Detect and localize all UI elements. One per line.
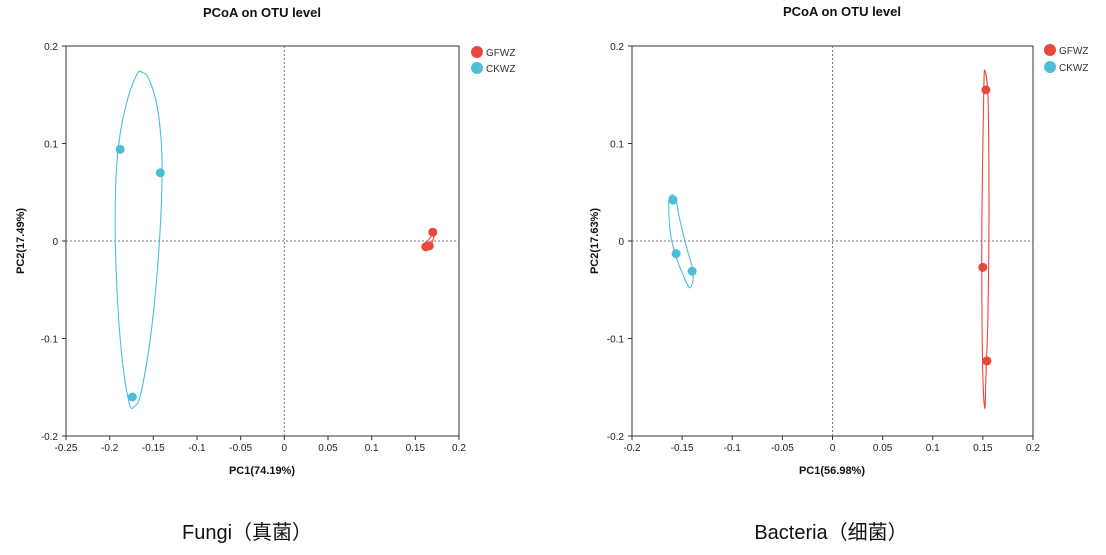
legend-label: GFWZ [486, 48, 515, 59]
data-point-ckwz [668, 195, 678, 205]
y-tick-label: 0.2 [610, 42, 624, 53]
y-tick-label: 0 [52, 237, 58, 248]
data-point-gfwz [428, 227, 438, 237]
y-tick-label: -0.1 [607, 335, 625, 346]
data-point-ckwz [155, 168, 165, 178]
x-tick-label: 0.2 [1026, 443, 1040, 454]
x-tick-label: 0 [282, 443, 288, 454]
panel-fungi: PCoA on OTU level-0.25 -0.2 -0.15 -0.1 -0.05… [15, 5, 515, 544]
x-tick-label: 0.15 [973, 443, 993, 454]
x-tick-label: 0.15 [406, 443, 426, 454]
x-tick-label: 0.1 [926, 443, 940, 454]
x-tick-label: 0.05 [318, 443, 338, 454]
x-tick-label: -0.2 [101, 443, 119, 454]
x-tick-label: 0.05 [873, 443, 893, 454]
chart-title: PCoA on OTU level [783, 4, 901, 19]
x-tick-label: -0.2 [623, 443, 641, 454]
chart-title: PCoA on OTU level [203, 5, 321, 20]
data-point-gfwz [982, 356, 992, 366]
figure-caption: Bacteria（细菌） [754, 521, 907, 544]
legend-marker-gfwz [471, 46, 483, 58]
x-tick-label: 0 [830, 443, 836, 454]
y-tick-label: 0.2 [44, 42, 58, 53]
confidence-ellipse-gfwz [981, 69, 990, 410]
x-axis-label: PC1(74.19%) [229, 465, 295, 477]
legend-marker-ckwz [1044, 61, 1056, 73]
x-tick-label: -0.1 [188, 443, 206, 454]
x-axis-label: PC1(56.98%) [799, 465, 865, 477]
data-point-ckwz [687, 266, 697, 276]
data-point-gfwz [424, 241, 434, 251]
confidence-ellipse-ckwz [668, 194, 694, 289]
x-tick-label: -0.15 [142, 443, 165, 454]
panel-bacteria: PCoA on OTU level -0.2 -0.15 -0.1 -0.05 0 0.05… [589, 4, 1088, 544]
legend-label: CKWZ [1059, 63, 1088, 74]
x-tick-label: -0.05 [771, 443, 794, 454]
legend-marker-ckwz [471, 62, 483, 74]
x-tick-label: -0.05 [229, 443, 252, 454]
y-tick-label: -0.1 [41, 335, 59, 346]
legend-label: CKWZ [486, 64, 515, 75]
legend-label: GFWZ [1059, 46, 1088, 57]
data-point-ckwz [671, 249, 681, 259]
x-tick-label: 0.1 [365, 443, 379, 454]
x-tick-label: -0.1 [724, 443, 742, 454]
data-point-gfwz [981, 85, 991, 95]
confidence-ellipse-ckwz [114, 70, 163, 410]
data-point-ckwz [115, 144, 125, 154]
y-tick-label: -0.2 [607, 432, 625, 443]
y-tick-label: 0.1 [610, 140, 624, 151]
legend-marker-gfwz [1044, 44, 1056, 56]
x-tick-label: 0.2 [452, 443, 466, 454]
y-tick-label: 0 [618, 237, 624, 248]
y-axis-label: PC2(17.49%) [15, 208, 27, 274]
data-point-gfwz [978, 262, 988, 272]
x-tick-label: -0.15 [671, 443, 694, 454]
data-point-ckwz [127, 392, 137, 402]
y-axis-label: PC2(17.63%) [589, 208, 601, 274]
y-tick-label: 0.1 [44, 140, 58, 151]
y-tick-label: -0.2 [41, 432, 59, 443]
figure-caption: Fungi（真菌） [182, 521, 312, 544]
x-tick-label: -0.25 [55, 443, 78, 454]
